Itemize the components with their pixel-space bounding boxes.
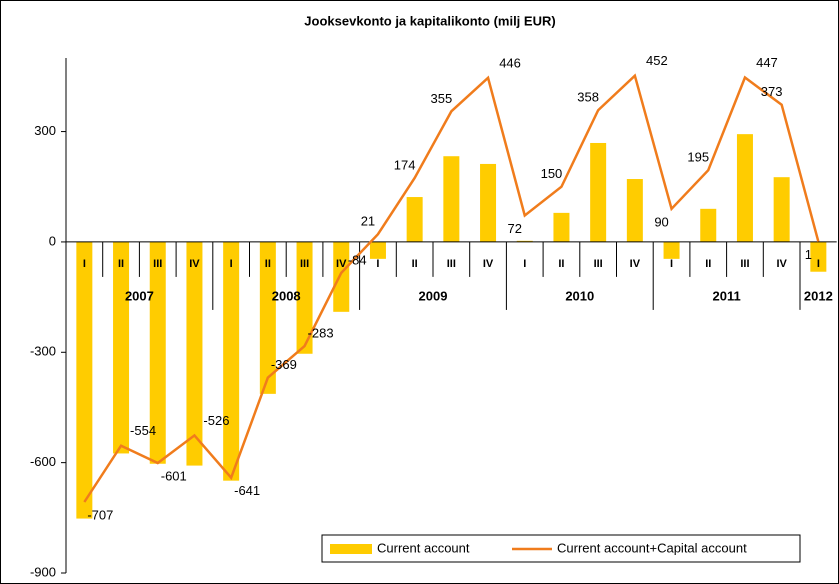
legend-swatch [330, 544, 372, 554]
x-tick-label: I [670, 258, 673, 270]
data-label: 150 [541, 166, 563, 181]
legend-label: Current account+Capital account [557, 540, 747, 555]
x-tick-label: III [740, 258, 749, 270]
x-tick-label: I [83, 258, 86, 270]
line [83, 73, 820, 503]
data-label: -707 [87, 507, 113, 522]
x-tick-label: IV [189, 258, 200, 270]
data-label: 90 [654, 214, 668, 229]
x-tick-label: III [447, 258, 456, 270]
y-tick-label: -600 [30, 454, 56, 469]
bar [186, 241, 203, 466]
bar [663, 241, 680, 259]
bar [443, 156, 460, 242]
x-tick-label: I [817, 258, 820, 270]
x-tick-label: II [118, 258, 124, 270]
x-tick-label: I [230, 258, 233, 270]
bar [149, 241, 166, 464]
bar [369, 241, 386, 259]
bar [480, 163, 497, 242]
bar [810, 241, 827, 272]
bar [296, 241, 313, 354]
x-tick-label: II [558, 258, 564, 270]
y-tick-label: -300 [30, 344, 56, 359]
x-tick-label: IV [483, 258, 494, 270]
data-label: 21 [361, 214, 375, 229]
data-label: 72 [508, 221, 522, 236]
bar [259, 241, 276, 394]
data-label: -641 [234, 483, 260, 498]
x-tick-label: IV [776, 258, 787, 270]
x-tick-label: II [412, 258, 418, 270]
x-tick-label: II [705, 258, 711, 270]
year-label: 2010 [565, 288, 594, 303]
data-label: 174 [394, 157, 416, 172]
data-label: -601 [161, 468, 187, 483]
year-label: 2009 [419, 288, 448, 303]
data-label: 447 [756, 55, 778, 70]
bar [626, 179, 643, 242]
bar [773, 177, 790, 242]
data-label: 358 [577, 90, 599, 105]
bar [736, 134, 753, 242]
data-label: -554 [130, 423, 156, 438]
year-label: 2008 [272, 288, 301, 303]
x-tick-label: IV [630, 258, 641, 270]
x-tick-label: I [523, 258, 526, 270]
bar [76, 241, 93, 519]
x-tick-label: III [153, 258, 162, 270]
data-label: 355 [430, 91, 452, 106]
data-label: 373 [761, 84, 783, 99]
data-label: -369 [271, 357, 297, 372]
x-tick-label: II [265, 258, 271, 270]
y-tick-label: 0 [49, 233, 56, 248]
data-label: 195 [687, 150, 709, 165]
bar [516, 240, 533, 242]
chart-title: Jooksevkonto ja kapitalikonto (milj EUR) [304, 13, 555, 28]
bar [406, 197, 423, 242]
legend-label: Current account [377, 540, 470, 555]
x-tick-label: III [300, 258, 309, 270]
y-tick-label: -900 [30, 564, 56, 579]
bar [113, 241, 130, 454]
bar [553, 212, 570, 242]
bar [590, 142, 607, 242]
data-label: -526 [203, 413, 229, 428]
data-label: -283 [308, 325, 334, 340]
data-label: 1 [805, 247, 812, 262]
data-label: -84 [348, 252, 367, 267]
y-tick-label: 300 [34, 123, 56, 138]
legend-box [321, 534, 801, 563]
year-label: 2011 [712, 288, 740, 303]
data-label: 446 [499, 55, 521, 70]
year-label: 2007 [125, 288, 154, 303]
x-tick-label: IV [336, 258, 347, 270]
bar [333, 241, 350, 312]
x-tick-label: I [376, 258, 379, 270]
year-label: 2012 [804, 288, 833, 303]
bar [700, 208, 717, 242]
x-tick-label: III [594, 258, 603, 270]
legend: Current account Current account+Capital a… [321, 534, 801, 563]
data-label: 452 [646, 53, 668, 68]
bar [223, 241, 240, 481]
